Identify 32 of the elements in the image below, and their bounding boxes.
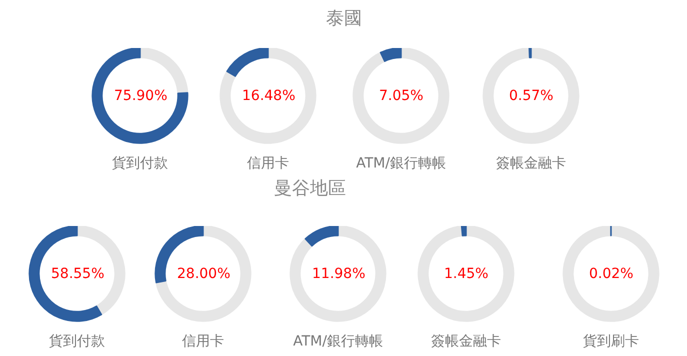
donut-slice bbox=[304, 226, 339, 247]
donut-slice bbox=[460, 226, 467, 236]
text: 58.55% bbox=[51, 266, 104, 282]
text: 信用卡 bbox=[182, 334, 224, 350]
text: 7.05% bbox=[379, 88, 424, 104]
text: 28.00% bbox=[177, 266, 230, 282]
text: 曼谷地區 bbox=[274, 177, 346, 200]
text: ATM/銀行轉帳 bbox=[293, 334, 383, 350]
text: 簽帳金融卡 bbox=[496, 156, 566, 172]
donut-slice bbox=[226, 48, 269, 77]
text: 0.02% bbox=[589, 266, 634, 282]
donut-slice bbox=[418, 226, 514, 322]
text: 11.98% bbox=[312, 266, 366, 282]
donut-slice bbox=[352, 48, 450, 144]
text: 75.90% bbox=[114, 88, 168, 104]
text: 貨到刷卡 bbox=[583, 334, 639, 350]
text: 信用卡 bbox=[247, 156, 289, 172]
text: 16.48% bbox=[242, 88, 296, 104]
text: 簽帳金融卡 bbox=[431, 334, 501, 350]
text: 1.45% bbox=[444, 266, 488, 282]
donut-slice bbox=[482, 48, 580, 144]
text: 0.57% bbox=[509, 88, 554, 104]
donut-slice bbox=[28, 226, 102, 322]
donut-slice bbox=[156, 226, 252, 322]
text: ATM/銀行轉帳 bbox=[356, 156, 446, 172]
text: 貨到付款 bbox=[112, 156, 168, 172]
donut-slice bbox=[380, 48, 402, 62]
donut-slice bbox=[290, 226, 386, 322]
text: 泰國 bbox=[326, 7, 362, 30]
text: 貨到付款 bbox=[49, 334, 105, 350]
donut-slice bbox=[92, 48, 188, 144]
donut-slice bbox=[220, 48, 316, 144]
